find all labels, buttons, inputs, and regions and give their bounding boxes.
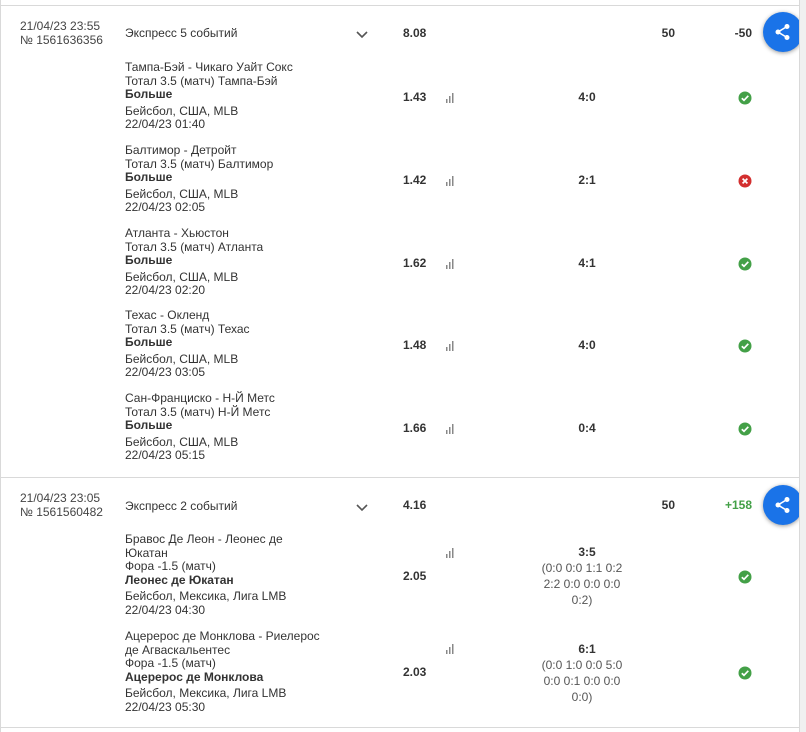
event-coef: 1.66 bbox=[403, 421, 427, 435]
bet-date: 21/04/23 23:05 bbox=[20, 491, 101, 505]
event-pick: Больше bbox=[125, 418, 173, 433]
bar-chart-icon[interactable] bbox=[445, 176, 455, 186]
bar-chart-icon[interactable] bbox=[445, 341, 455, 351]
event-pick: Ацерерос де Монклова bbox=[125, 669, 264, 684]
bet-divider bbox=[1, 727, 799, 728]
event-teams: Балтимор - Детройт bbox=[125, 143, 237, 157]
event-info: Техас - Окленд Тотал 3.5 (матч) Техас Бо… bbox=[125, 308, 250, 380]
event-datetime: 22/04/23 03:05 bbox=[125, 365, 206, 380]
event-score: 4:0 bbox=[578, 90, 596, 104]
event-info: Балтимор - Детройт Тотал 3.5 (матч) Балт… bbox=[125, 143, 274, 215]
event-league: Бейсбол, Мексика, Лига LMB bbox=[125, 686, 287, 701]
event-score-detail: (0:0 1:0 0:0 5:0 0:0 0:1 0:0 0:0 0:0) bbox=[541, 658, 623, 704]
cross-circle-icon bbox=[738, 174, 752, 188]
bar-chart-icon[interactable] bbox=[445, 644, 455, 654]
share-button[interactable] bbox=[763, 485, 803, 525]
event-score: 3:5 bbox=[578, 545, 596, 559]
event-score: 0:4 bbox=[578, 421, 596, 435]
share-icon bbox=[775, 497, 790, 513]
event-teams: Сан-Франциско - Н-Й Метс bbox=[125, 391, 275, 405]
event-datetime: 22/04/23 02:20 bbox=[125, 283, 206, 298]
event-league: Бейсбол, США, MLB bbox=[125, 269, 239, 284]
bet-date: 21/04/23 23:55 bbox=[20, 19, 101, 33]
event-score: 4:1 bbox=[578, 256, 596, 270]
chevron-down-icon[interactable] bbox=[355, 500, 369, 514]
check-circle-icon bbox=[738, 339, 752, 353]
check-circle-icon bbox=[738, 91, 752, 105]
event-pick: Больше bbox=[125, 253, 173, 268]
event-pick: Больше bbox=[125, 170, 173, 185]
event-info: Тампа-Бэй - Чикаго Уайт Сокс Тотал 3.5 (… bbox=[125, 60, 293, 132]
check-circle-icon bbox=[738, 570, 752, 584]
bet-result: -50 bbox=[734, 26, 752, 40]
event-coef: 1.43 bbox=[403, 90, 427, 104]
event-info: Ацерерос де Монклова - Риелерос де Агвас… bbox=[125, 629, 320, 715]
event-teams: Ацерерос де Монклова - Риелерос bbox=[125, 629, 320, 643]
event-datetime: 22/04/23 04:30 bbox=[125, 602, 206, 617]
bet-divider bbox=[1, 477, 799, 478]
event-market: Тотал 3.5 (матч) Атланта bbox=[125, 239, 264, 254]
bar-chart-icon[interactable] bbox=[445, 93, 455, 103]
event-coef: 1.42 bbox=[403, 173, 427, 187]
bet-type-label: Экспресс 2 событий bbox=[125, 499, 238, 513]
event-teams: Техас - Окленд bbox=[125, 308, 210, 322]
event-info: Сан-Франциско - Н-Й Метс Тотал 3.5 (матч… bbox=[125, 391, 275, 463]
event-league: Бейсбол, США, MLB bbox=[125, 186, 239, 201]
share-icon bbox=[775, 24, 790, 40]
event-league: Бейсбол, США, MLB bbox=[125, 434, 239, 449]
event-datetime: 22/04/23 01:40 bbox=[125, 117, 206, 132]
event-league: Бейсбол, Мексика, Лига LMB bbox=[125, 589, 287, 604]
event-teams-cont: Юкатан bbox=[125, 545, 168, 560]
event-score: 6:1 bbox=[578, 642, 596, 656]
event-pick: Леонес де Юкатан bbox=[125, 572, 234, 587]
bet-number: № 1561560482 bbox=[20, 505, 103, 519]
event-teams: Бравос Де Леон - Леонес де bbox=[125, 532, 283, 546]
event-market: Тотал 3.5 (матч) Техас bbox=[125, 321, 250, 336]
share-button[interactable] bbox=[763, 12, 803, 52]
check-circle-icon bbox=[738, 666, 752, 680]
bet-result: +158 bbox=[724, 498, 752, 512]
event-pick: Больше bbox=[125, 87, 173, 102]
event-teams: Тампа-Бэй - Чикаго Уайт Сокс bbox=[125, 60, 293, 74]
event-market: Фора -1.5 (матч) bbox=[125, 656, 216, 671]
bar-chart-icon[interactable] bbox=[445, 424, 455, 434]
check-circle-icon bbox=[738, 422, 752, 436]
bet-stake: 50 bbox=[661, 498, 675, 512]
event-league: Бейсбол, США, MLB bbox=[125, 103, 239, 118]
event-teams: Атланта - Хьюстон bbox=[125, 226, 229, 240]
event-coef: 1.48 bbox=[403, 338, 427, 352]
bet-total-coef: 8.08 bbox=[403, 26, 427, 40]
event-league: Бейсбол, США, MLB bbox=[125, 351, 239, 366]
event-market: Фора -1.5 (матч) bbox=[125, 559, 216, 574]
check-circle-icon bbox=[738, 257, 752, 271]
event-teams-cont: де Агваскальентес bbox=[125, 642, 231, 657]
event-datetime: 22/04/23 05:30 bbox=[125, 699, 206, 714]
bet-stake: 50 bbox=[661, 26, 675, 40]
event-info: Бравос Де Леон - Леонес де Юкатан Фора -… bbox=[125, 532, 287, 618]
bar-chart-icon[interactable] bbox=[445, 259, 455, 269]
event-info: Атланта - Хьюстон Тотал 3.5 (матч) Атлан… bbox=[125, 226, 264, 298]
event-market: Тотал 3.5 (матч) Тампа-Бэй bbox=[125, 73, 278, 88]
event-market: Тотал 3.5 (матч) Балтимор bbox=[125, 156, 274, 171]
top-divider bbox=[0, 5, 800, 6]
bar-chart-icon[interactable] bbox=[445, 548, 455, 558]
bet-total-coef: 4.16 bbox=[403, 498, 427, 512]
event-pick: Больше bbox=[125, 335, 173, 350]
event-coef: 1.62 bbox=[403, 256, 427, 270]
event-coef: 2.05 bbox=[403, 569, 427, 583]
event-datetime: 22/04/23 05:15 bbox=[125, 448, 206, 463]
event-market: Тотал 3.5 (матч) Н-Й Метс bbox=[125, 404, 271, 419]
bet-type-label: Экспресс 5 событий bbox=[125, 26, 238, 40]
scrollbar[interactable] bbox=[799, 0, 806, 732]
event-coef: 2.03 bbox=[403, 665, 427, 679]
event-score-detail: (0:0 0:0 1:1 0:2 2:2 0:0 0:0 0:0 0:2) bbox=[541, 561, 623, 607]
chevron-down-icon[interactable] bbox=[355, 27, 369, 41]
event-datetime: 22/04/23 02:05 bbox=[125, 200, 206, 215]
panel-left-border bbox=[0, 0, 1, 732]
event-score: 2:1 bbox=[578, 173, 596, 187]
event-score: 4:0 bbox=[578, 338, 596, 352]
bet-number: № 1561636356 bbox=[20, 33, 103, 47]
